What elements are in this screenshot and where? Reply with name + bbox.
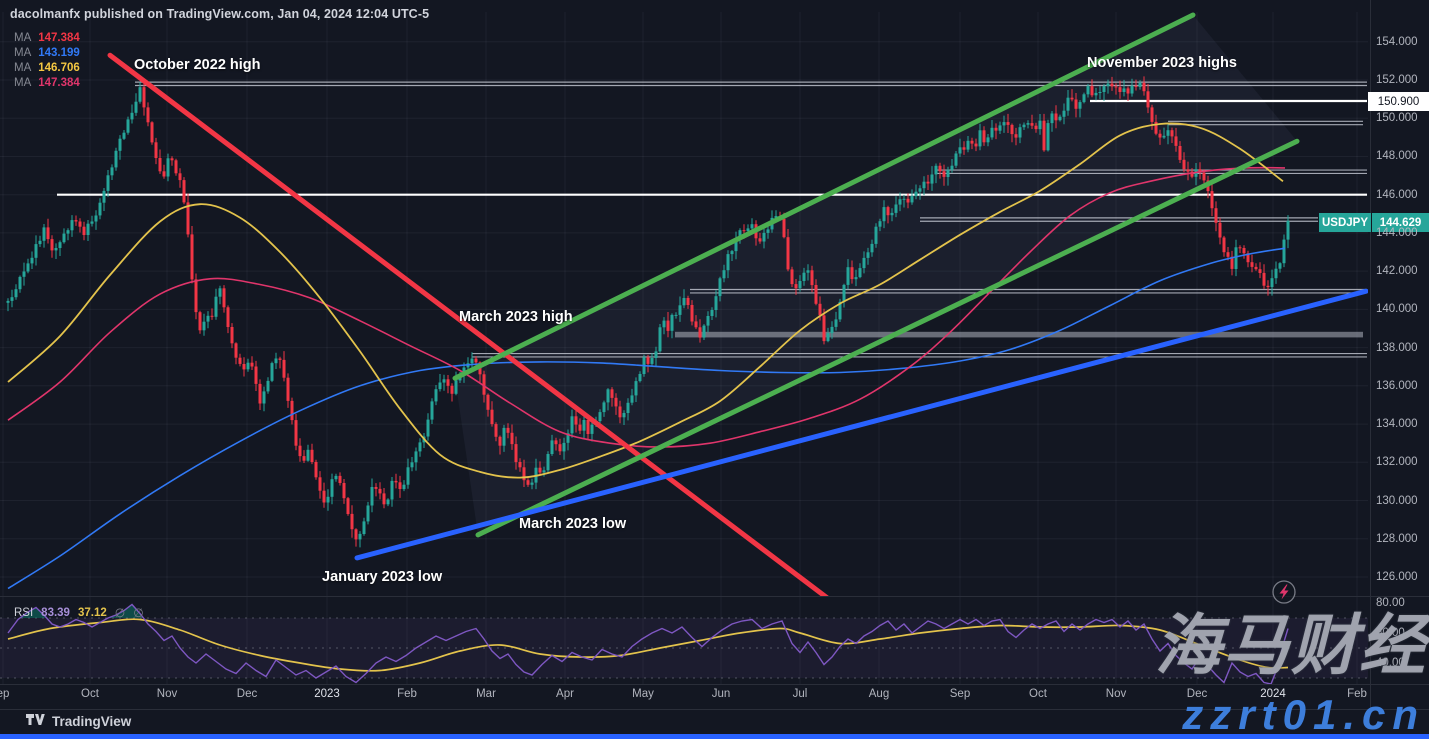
rsi-ma-value: 37.12: [77, 607, 107, 619]
bottom-blue-strip: [0, 734, 1429, 739]
time-axis-label: Jun: [711, 688, 731, 700]
time-axis-label: ep: [0, 688, 10, 700]
price-level-badge: 150.900: [1368, 92, 1429, 111]
chart-annotation[interactable]: October 2022 high: [134, 57, 261, 73]
flash-idea-button[interactable]: [1272, 580, 1296, 604]
trendlines: [107, 12, 1368, 604]
symbol-badge: USDJPY: [1319, 213, 1371, 232]
price-axis-label: 140.000: [1376, 303, 1418, 316]
ma-legend-row[interactable]: MA 146.706: [14, 60, 80, 75]
support-band[interactable]: [675, 331, 1363, 338]
rsi-legend[interactable]: RSI 83.39 37.12 ∅ ∅: [14, 606, 144, 620]
ma-legend-row[interactable]: MA 147.384: [14, 75, 80, 90]
ma-label: MA: [14, 31, 32, 44]
ma-value: 147.384: [38, 76, 80, 89]
green-channel-upper[interactable]: [452, 12, 1196, 381]
trend-channel-fill: [455, 15, 1297, 535]
price-axis-label: 150.000: [1376, 112, 1418, 125]
horizontal-levels: [57, 81, 1367, 358]
time-axis-label: May: [632, 688, 654, 700]
price-axis-label: 152.000: [1376, 74, 1418, 86]
time-axis-label: Apr: [556, 688, 574, 700]
price-axis-label: 136.000: [1376, 379, 1418, 392]
time-axis-label: Dec: [1186, 688, 1208, 700]
rsi-empty-icon: ∅: [133, 606, 144, 620]
ma-legend-row[interactable]: MA 147.384: [14, 30, 80, 45]
ma-label: MA: [14, 76, 32, 89]
rsi-axis-label: 60.00: [1376, 627, 1405, 639]
time-axis-label: Aug: [868, 688, 890, 700]
time-axis-label: 2023: [314, 688, 340, 700]
chart-annotation[interactable]: January 2023 low: [322, 569, 443, 585]
tradingview-logo-icon: [26, 714, 45, 725]
tradingview-brand-text: TradingView: [52, 714, 132, 729]
green-channel-lower[interactable]: [475, 138, 1300, 538]
chart-annotation[interactable]: March 2023 low: [519, 516, 627, 532]
ma-legend-row[interactable]: MA 143.199: [14, 45, 80, 60]
publish-info: dacolmanfx published on TradingView.com,…: [10, 7, 430, 21]
price-axis-label: 134.000: [1376, 418, 1418, 431]
watermark-site-url: zzrt01.cn: [1182, 691, 1425, 738]
ma-yellow-line[interactable]: [7, 122, 1284, 479]
rsi-label: RSI: [14, 607, 34, 619]
moving-averages: [7, 122, 1286, 590]
time-axis-label: Feb: [1347, 688, 1367, 700]
blue-uptrend-from-january-2023-low[interactable]: [354, 288, 1368, 561]
watermark-site-name: 海马财经: [1155, 608, 1427, 682]
time-axis-label: Oct: [1029, 688, 1047, 700]
rsi-axis-label: 40.00: [1376, 657, 1405, 669]
candlestick-series: [6, 76, 1290, 548]
time-axis-label: Oct: [81, 688, 99, 700]
tradingview-brand[interactable]: TradingView: [26, 713, 131, 730]
time-axis-label: 2024: [1260, 688, 1286, 700]
last-price-badge: 144.629: [1372, 213, 1429, 232]
rsi-pane[interactable]: [0, 603, 1368, 685]
ma-legend: MA 147.384 MA 143.199 MA 146.706 MA 147.…: [14, 30, 80, 90]
rsi-value: 83.39: [41, 607, 70, 619]
time-axis-label: Nov: [156, 688, 178, 700]
price-axis-label: 130.000: [1376, 494, 1418, 507]
price-axis-label: 146.000: [1376, 188, 1418, 201]
rsi-empty-icon: ∅: [114, 606, 126, 620]
ma-value: 143.199: [38, 46, 80, 59]
rsi-overbought-fill: [20, 607, 47, 618]
time-axis-label: Sep: [949, 688, 971, 700]
time-axis-label: Dec: [236, 688, 258, 700]
price-axis-label: 132.000: [1376, 456, 1418, 469]
ma-value: 147.384: [38, 31, 80, 44]
price-axis-label: 148.000: [1376, 150, 1418, 163]
chart-surface[interactable]: [0, 0, 1429, 709]
time-axis-label: Jul: [792, 688, 808, 700]
price-axis-label: 126.000: [1376, 570, 1418, 583]
time-axis-label: Feb: [397, 688, 417, 700]
price-axis-label: 142.000: [1376, 265, 1418, 278]
time-axis-label: Nov: [1105, 688, 1127, 700]
red-downtrend-from-october-2022-high[interactable]: [107, 52, 835, 604]
rsi-axis-label: 80.00: [1376, 597, 1405, 609]
ma-label: MA: [14, 61, 32, 74]
lightning-icon: [1279, 584, 1289, 600]
ma-blue-line[interactable]: [7, 247, 1286, 590]
ma-label: MA: [14, 46, 32, 59]
price-axis-label: 128.000: [1376, 532, 1418, 545]
price-axis-label: 144.000: [1376, 226, 1418, 239]
rsi-ma-line[interactable]: [7, 618, 1289, 672]
price-axis-label: 154.000: [1376, 35, 1418, 48]
time-axis-label: Mar: [476, 688, 496, 700]
chart-annotation[interactable]: March 2023 high: [459, 309, 573, 325]
footer-bar: [0, 709, 1429, 735]
ma-pink-line[interactable]: [7, 166, 1286, 448]
ma-value: 146.706: [38, 61, 80, 74]
price-axis-label: 138.000: [1376, 341, 1418, 354]
chart-annotation[interactable]: November 2023 highs: [1087, 55, 1237, 71]
rsi-line[interactable]: [7, 603, 1289, 685]
